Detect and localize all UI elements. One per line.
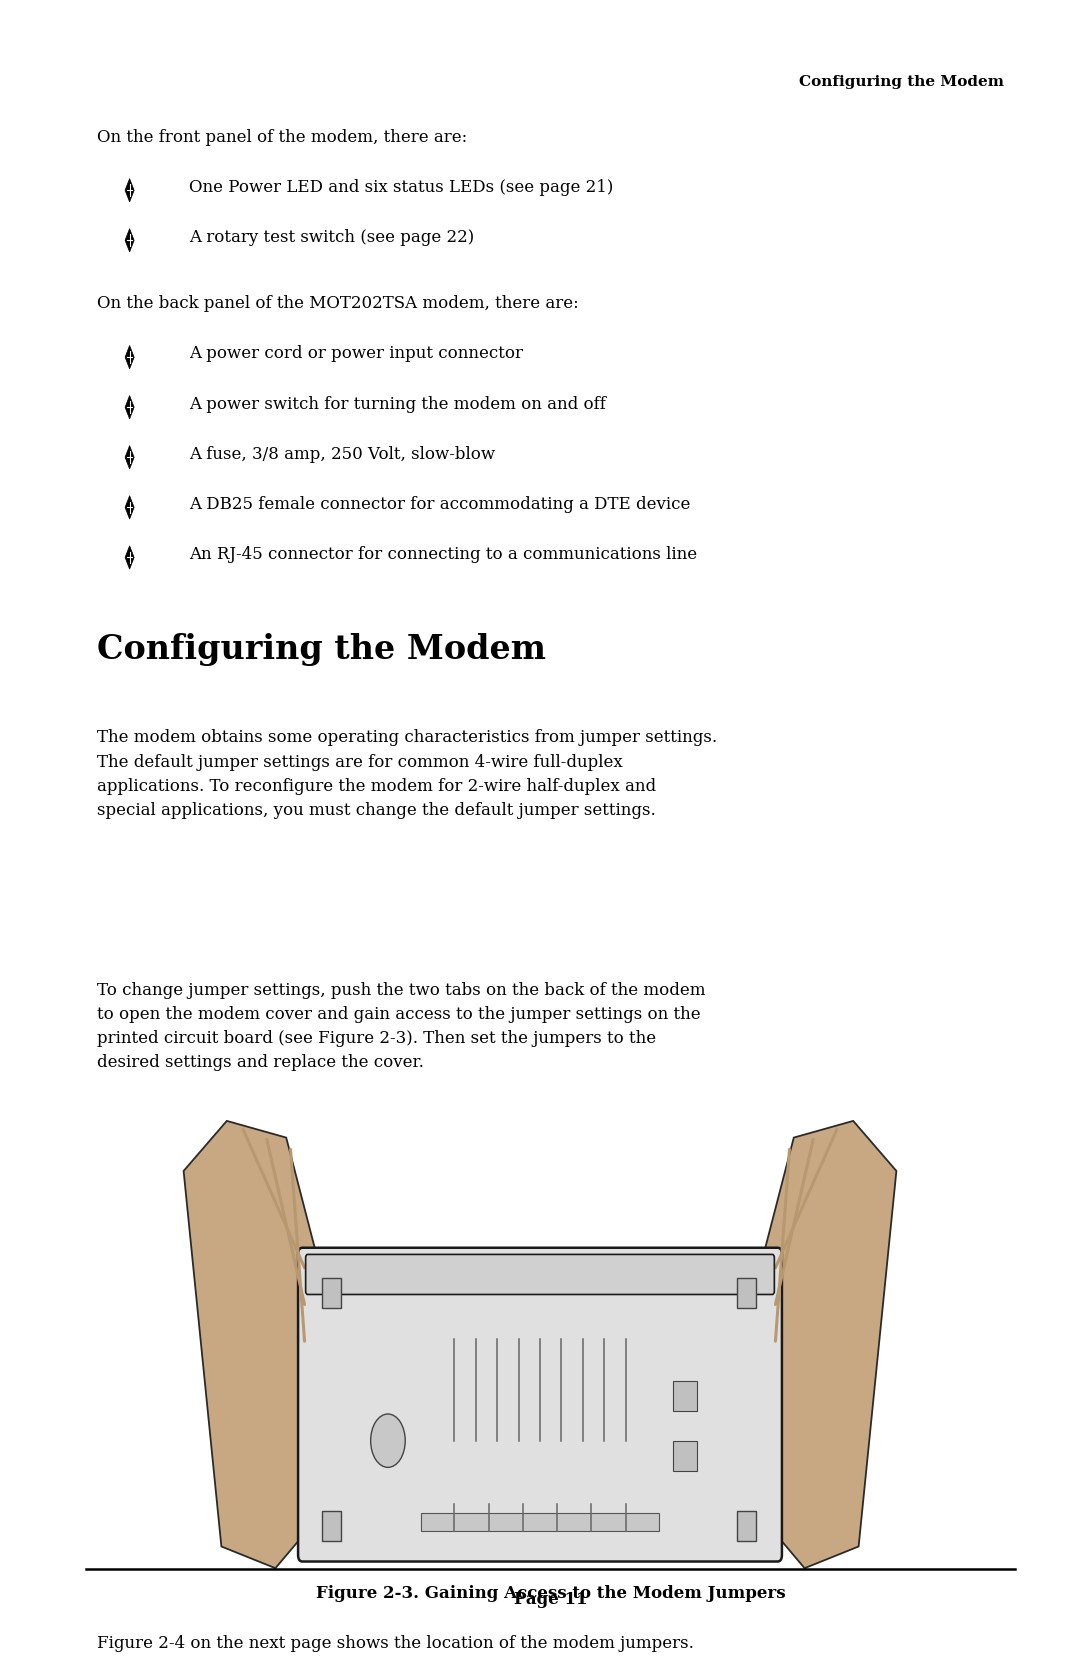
- Text: An RJ-45 connector for connecting to a communications line: An RJ-45 connector for connecting to a c…: [189, 546, 697, 562]
- Text: A DB25 female connector for accommodating a DTE device: A DB25 female connector for accommodatin…: [189, 496, 690, 512]
- Text: Figure 2-3. Gaining Access to the Modem Jumpers: Figure 2-3. Gaining Access to the Modem …: [316, 1586, 785, 1602]
- Text: Figure 2-4 on the next page shows the location of the modem jumpers.: Figure 2-4 on the next page shows the lo…: [97, 1636, 694, 1652]
- Polygon shape: [125, 229, 134, 252]
- Text: Configuring the Modem: Configuring the Modem: [97, 633, 546, 666]
- Polygon shape: [761, 1122, 896, 1569]
- Text: The modem obtains some operating characteristics from jumper settings.
The defau: The modem obtains some operating charact…: [97, 729, 717, 819]
- Text: Configuring the Modem: Configuring the Modem: [799, 75, 1004, 88]
- Bar: [737, 1278, 756, 1308]
- Bar: [673, 1380, 697, 1410]
- Circle shape: [370, 1414, 405, 1467]
- Text: Page 11: Page 11: [514, 1591, 588, 1607]
- FancyBboxPatch shape: [298, 1248, 782, 1562]
- Text: A rotary test switch (see page 22): A rotary test switch (see page 22): [189, 229, 474, 245]
- Bar: [737, 1512, 756, 1542]
- Polygon shape: [125, 446, 134, 469]
- Polygon shape: [125, 179, 134, 202]
- Text: A power switch for turning the modem on and off: A power switch for turning the modem on …: [189, 396, 606, 412]
- Bar: [673, 1440, 697, 1470]
- Polygon shape: [184, 1122, 319, 1569]
- Bar: [322, 1512, 341, 1542]
- Bar: [322, 1278, 341, 1308]
- Text: One Power LED and six status LEDs (see page 21): One Power LED and six status LEDs (see p…: [189, 179, 613, 195]
- Polygon shape: [125, 345, 134, 369]
- FancyBboxPatch shape: [306, 1255, 774, 1295]
- Text: On the front panel of the modem, there are:: On the front panel of the modem, there a…: [97, 129, 468, 145]
- Polygon shape: [125, 496, 134, 519]
- Polygon shape: [125, 546, 134, 569]
- Polygon shape: [125, 396, 134, 419]
- Text: To change jumper settings, push the two tabs on the back of the modem
to open th: To change jumper settings, push the two …: [97, 981, 705, 1071]
- Text: A power cord or power input connector: A power cord or power input connector: [189, 345, 523, 362]
- Text: On the back panel of the MOT202TSA modem, there are:: On the back panel of the MOT202TSA modem…: [97, 295, 579, 312]
- Bar: [421, 1512, 659, 1530]
- Text: A fuse, 3/8 amp, 250 Volt, slow-blow: A fuse, 3/8 amp, 250 Volt, slow-blow: [189, 446, 495, 462]
